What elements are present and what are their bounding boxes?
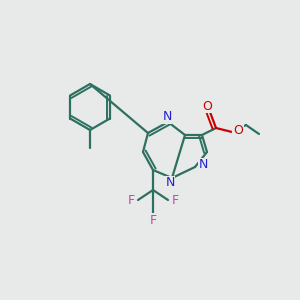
Text: O: O bbox=[202, 100, 212, 112]
Text: F: F bbox=[128, 194, 135, 208]
Text: F: F bbox=[171, 194, 178, 208]
Text: N: N bbox=[198, 158, 208, 172]
Text: N: N bbox=[162, 110, 172, 124]
Text: O: O bbox=[233, 124, 243, 137]
Text: N: N bbox=[165, 176, 175, 190]
Text: F: F bbox=[149, 214, 157, 226]
